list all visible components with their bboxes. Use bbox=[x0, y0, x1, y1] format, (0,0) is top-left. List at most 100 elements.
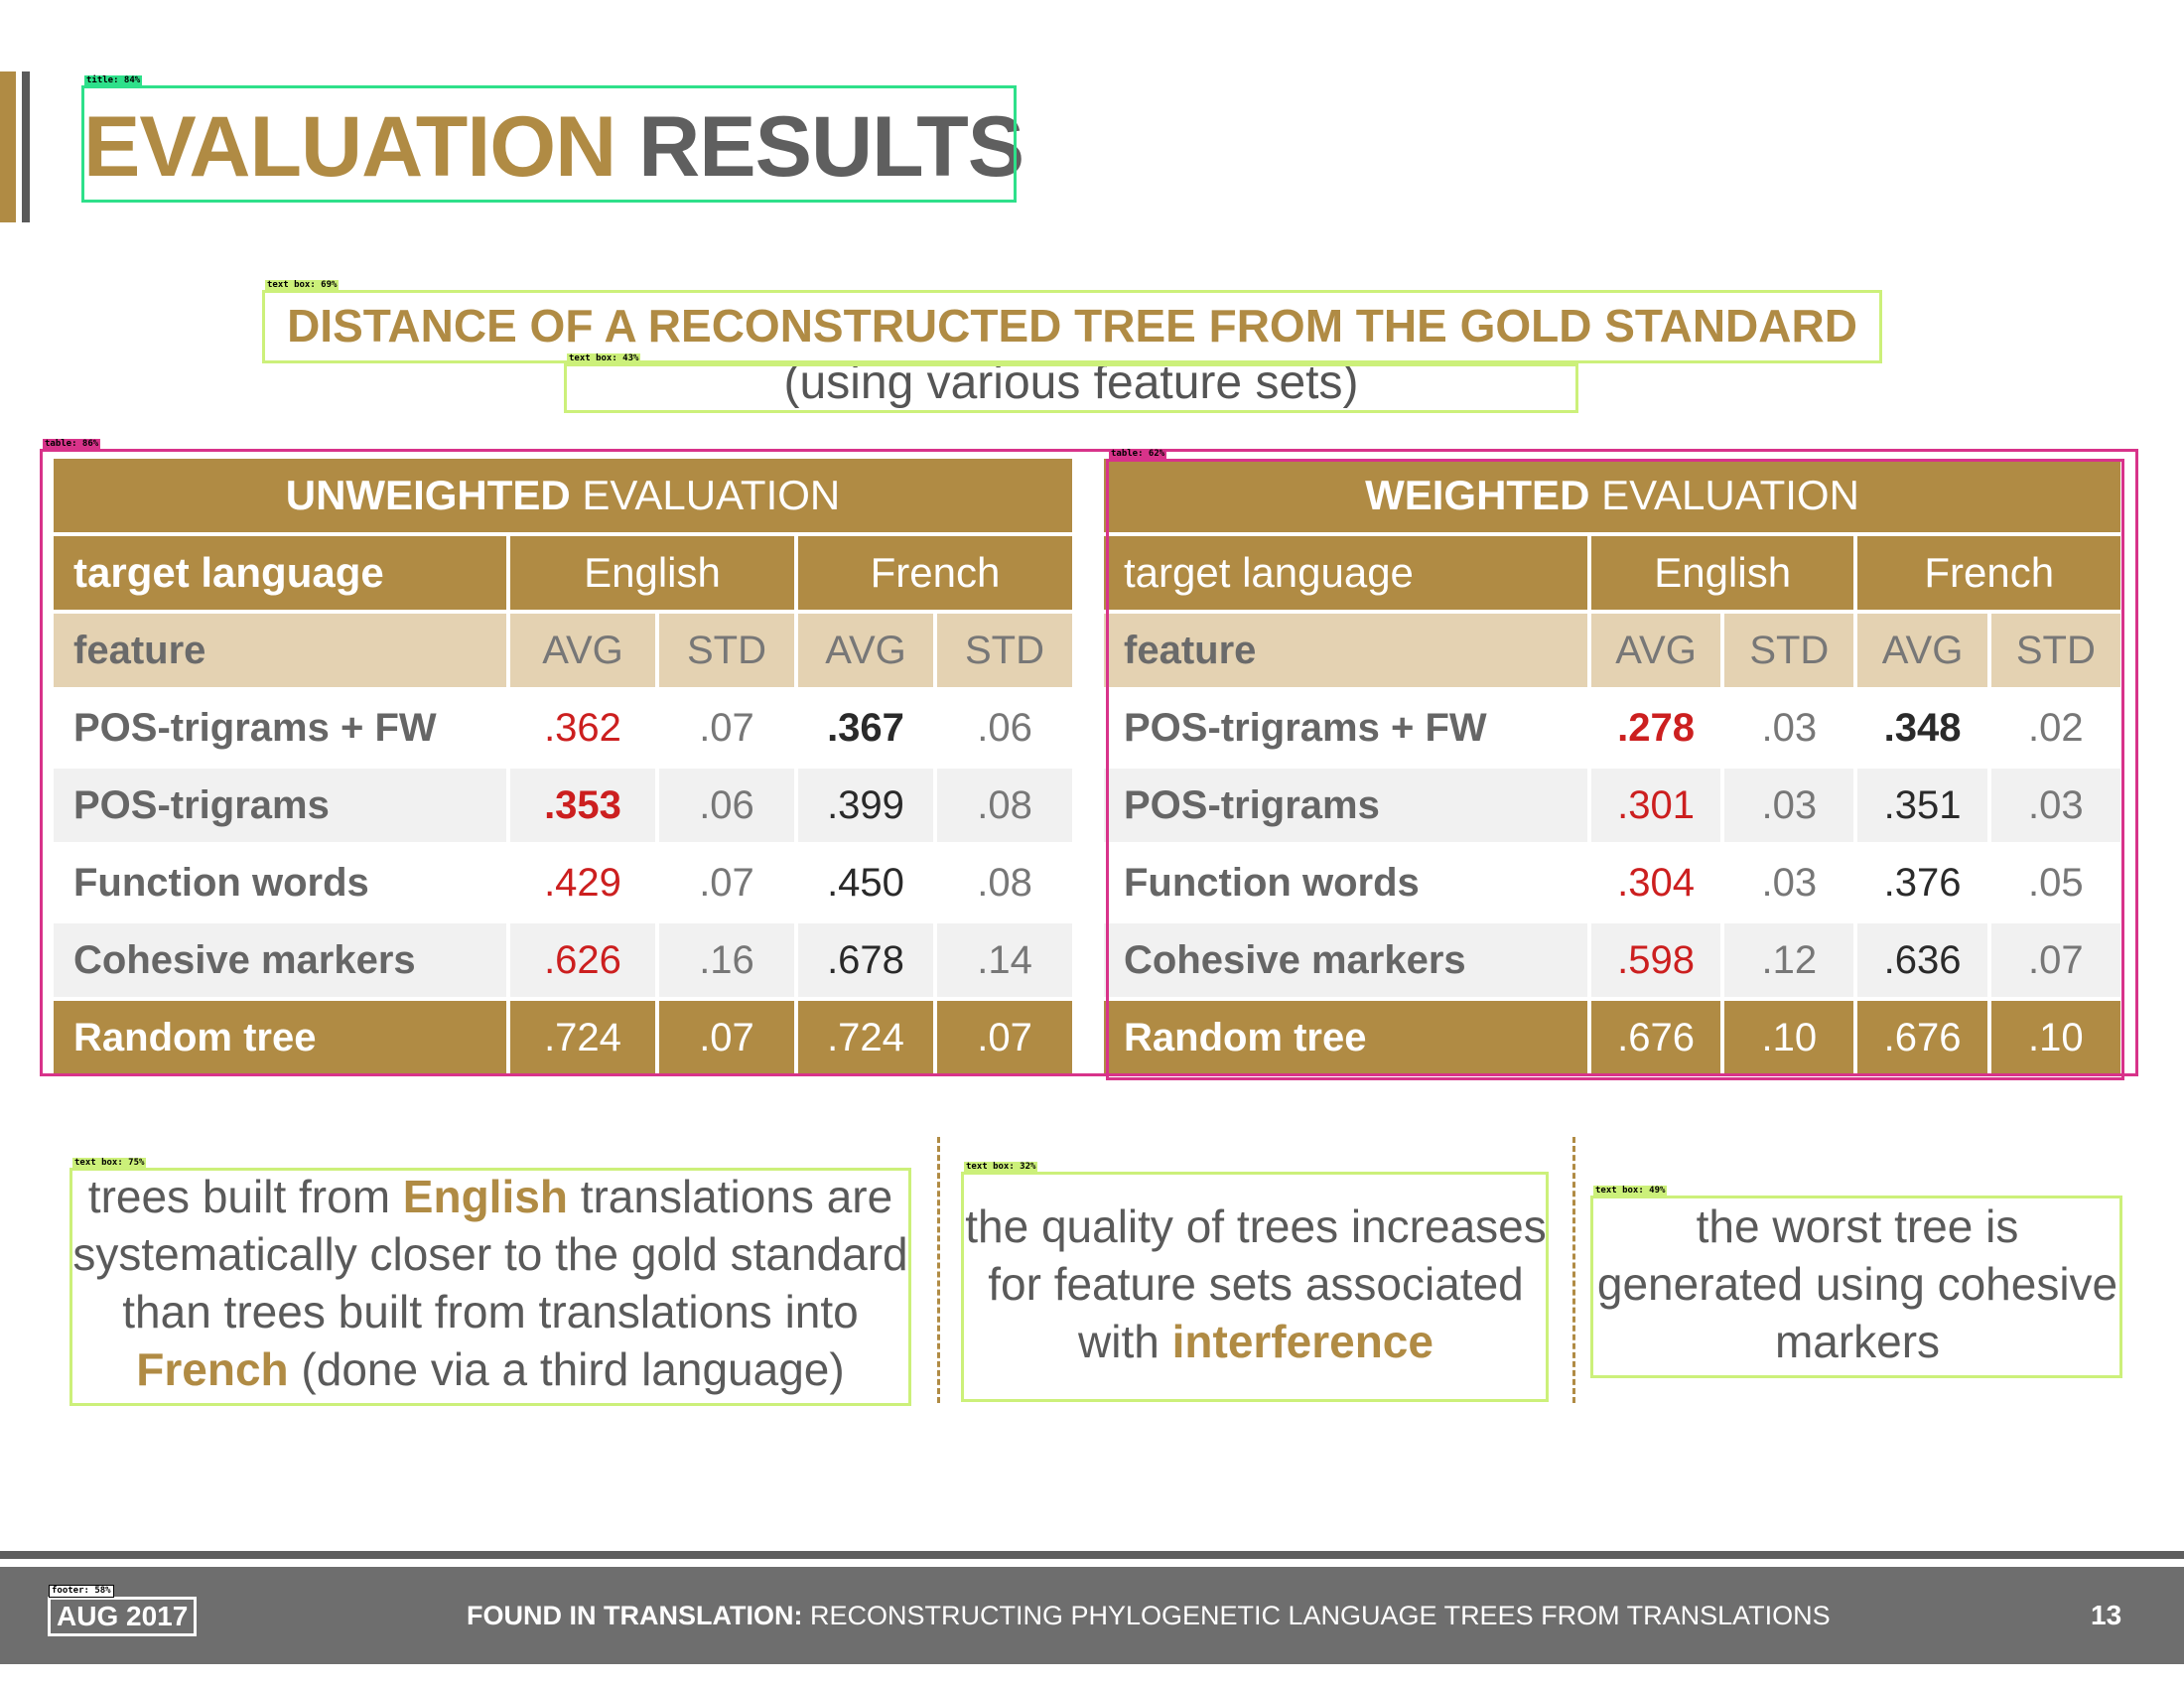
cell: .08 bbox=[937, 846, 1073, 919]
annotation-box-table-right: table: 62% bbox=[1106, 449, 2124, 1080]
row-label: Function words bbox=[1104, 846, 1587, 919]
cell: .676 bbox=[1590, 1001, 1721, 1074]
note-highlight: French bbox=[136, 1343, 289, 1395]
note-interference: the quality of trees increases for featu… bbox=[965, 1197, 1547, 1370]
note-text: trees built from bbox=[87, 1171, 403, 1222]
footer-date: AUG 2017 bbox=[48, 1597, 198, 1636]
note-highlight: interference bbox=[1171, 1316, 1433, 1367]
table-row: Function words .429 .07 .450 .08 bbox=[54, 846, 1073, 919]
annotation-box-title: title: 84% bbox=[81, 75, 1017, 203]
unweighted-header: UNWEIGHTED EVALUATION bbox=[54, 459, 1073, 532]
row-label: Cohesive markers bbox=[54, 923, 506, 997]
footer-rule bbox=[0, 1551, 2184, 1559]
table-row: POS-trigrams + FW .278 .03 .348 .02 bbox=[1104, 691, 2120, 765]
divider bbox=[1572, 1137, 1575, 1403]
accent-bar-secondary bbox=[22, 71, 30, 222]
note-highlight: English bbox=[402, 1171, 568, 1222]
accent-bar bbox=[0, 71, 16, 222]
header-rest: EVALUATION bbox=[570, 472, 841, 518]
note-text: translations are systematically closer t… bbox=[72, 1171, 908, 1337]
annotation-box-table-left: table: 86% bbox=[40, 439, 2138, 1076]
annotation-label: text box: 43% bbox=[567, 353, 641, 364]
cell: .678 bbox=[798, 923, 933, 997]
row-label: Function words bbox=[54, 846, 506, 919]
table-row: POS-trigrams .301 .03 .351 .03 bbox=[1104, 769, 2120, 842]
cell: .376 bbox=[1857, 846, 1987, 919]
lang-english: English bbox=[1590, 536, 1854, 610]
cell: .626 bbox=[510, 923, 655, 997]
cell: .03 bbox=[1724, 691, 1854, 765]
col-std: STD bbox=[1724, 614, 1854, 687]
annotation-label: text box: 49% bbox=[1593, 1186, 1668, 1196]
cell: .02 bbox=[1990, 691, 2120, 765]
cell: .07 bbox=[659, 846, 794, 919]
annotation-box-subtitle: text box: 69% bbox=[262, 280, 1882, 363]
row-label: POS-trigrams bbox=[54, 769, 506, 842]
header-rest: EVALUATION bbox=[1589, 472, 1859, 518]
col-std: STD bbox=[1990, 614, 2120, 687]
cell: .07 bbox=[1990, 923, 2120, 997]
row-label: POS-trigrams bbox=[1104, 769, 1587, 842]
divider bbox=[937, 1137, 940, 1403]
annotation-box-note2: text box: 32% bbox=[961, 1162, 1549, 1402]
cell: .351 bbox=[1857, 769, 1987, 842]
col-std: STD bbox=[937, 614, 1073, 687]
table-row: POS-trigrams .353 .06 .399 .08 bbox=[54, 769, 1073, 842]
cell: .278 bbox=[1590, 691, 1721, 765]
col-avg: AVG bbox=[1590, 614, 1721, 687]
cell: .724 bbox=[798, 1001, 933, 1074]
cell: .676 bbox=[1857, 1001, 1987, 1074]
annotation-label: text box: 75% bbox=[72, 1158, 147, 1169]
cell: .12 bbox=[1724, 923, 1854, 997]
table-row: Cohesive markers .598 .12 .636 .07 bbox=[1104, 923, 2120, 997]
annotation-box-subtitle2: text box: 43% bbox=[564, 353, 1578, 413]
cell: .14 bbox=[937, 923, 1073, 997]
annotation-label: text box: 32% bbox=[964, 1162, 1038, 1173]
cell: .399 bbox=[798, 769, 933, 842]
cell: .03 bbox=[1724, 846, 1854, 919]
footer bbox=[0, 1567, 2184, 1664]
unweighted-table: UNWEIGHTED EVALUATION target language En… bbox=[50, 455, 1076, 1078]
cell: .07 bbox=[659, 691, 794, 765]
row-label: POS-trigrams + FW bbox=[54, 691, 506, 765]
header-bold: WEIGHTED bbox=[1365, 472, 1590, 518]
cell: .450 bbox=[798, 846, 933, 919]
cell: .05 bbox=[1990, 846, 2120, 919]
annotation-label: table: 62% bbox=[1109, 449, 1167, 460]
feature-label: feature bbox=[1104, 614, 1587, 687]
cell: .598 bbox=[1590, 923, 1721, 997]
annotation-label: title: 84% bbox=[84, 75, 143, 86]
cell: .07 bbox=[659, 1001, 794, 1074]
cell: .16 bbox=[659, 923, 794, 997]
cell: .353 bbox=[510, 769, 655, 842]
target-language-label: target language bbox=[1104, 536, 1587, 610]
cell: .429 bbox=[510, 846, 655, 919]
col-avg: AVG bbox=[1857, 614, 1987, 687]
cell: .06 bbox=[659, 769, 794, 842]
cell: .636 bbox=[1857, 923, 1987, 997]
table-row: POS-trigrams + FW .362 .07 .367 .06 bbox=[54, 691, 1073, 765]
col-std: STD bbox=[659, 614, 794, 687]
note-english-closer: trees built from English translations ar… bbox=[71, 1168, 909, 1398]
annotation-box-note1: text box: 75% bbox=[69, 1158, 911, 1406]
cell: .08 bbox=[937, 769, 1073, 842]
annotation-box-note3: text box: 49% bbox=[1590, 1186, 2122, 1378]
table-row: Cohesive markers .626 .16 .678 .14 bbox=[54, 923, 1073, 997]
cell: .348 bbox=[1857, 691, 1987, 765]
cell: .10 bbox=[1724, 1001, 1854, 1074]
footer-title: FOUND IN TRANSLATION: RECONSTRUCTING PHY… bbox=[467, 1599, 1831, 1632]
cell: .06 bbox=[937, 691, 1073, 765]
feature-label: feature bbox=[54, 614, 506, 687]
lang-french: French bbox=[798, 536, 1073, 610]
annotation-label: footer: 58% bbox=[49, 1585, 114, 1598]
random-tree-row: Random tree .676 .10 .676 .10 bbox=[1104, 1001, 2120, 1074]
note-text: the worst tree is generated using cohesi… bbox=[1596, 1200, 2118, 1367]
col-avg: AVG bbox=[798, 614, 933, 687]
row-label: Cohesive markers bbox=[1104, 923, 1587, 997]
cell: .10 bbox=[1990, 1001, 2120, 1074]
lang-english: English bbox=[510, 536, 794, 610]
row-label: POS-trigrams + FW bbox=[1104, 691, 1587, 765]
footer-title-rest: RECONSTRUCTING PHYLOGENETIC LANGUAGE TRE… bbox=[802, 1601, 1831, 1630]
row-label: Random tree bbox=[54, 1001, 506, 1074]
annotation-box-footer: footer: 58% bbox=[46, 1585, 189, 1634]
